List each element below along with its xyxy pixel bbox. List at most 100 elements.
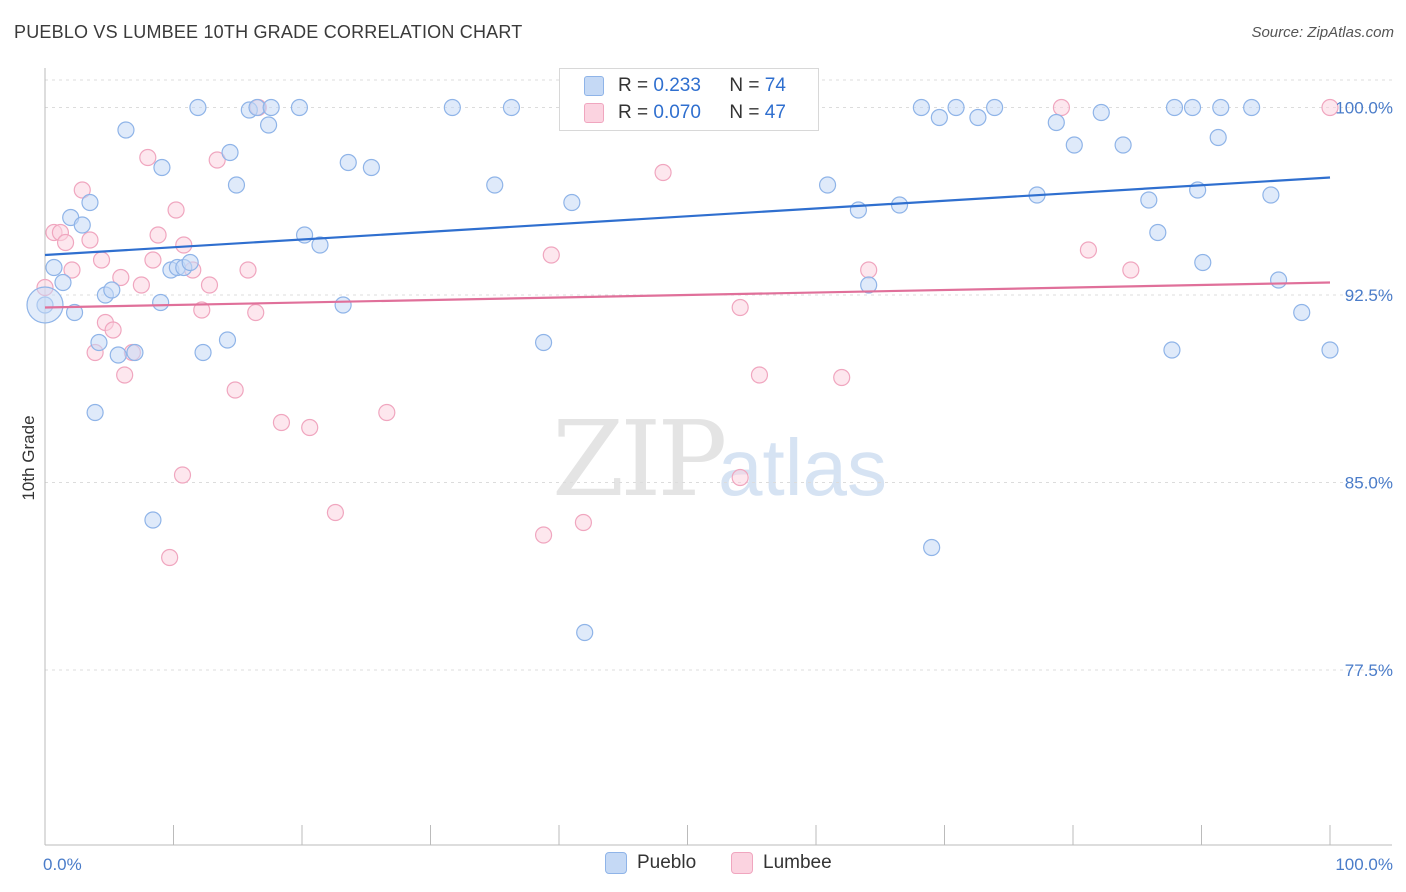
lumbee-point [542,246,560,264]
lumbee-point [63,261,81,279]
pueblo-point [81,193,99,212]
pueblo-point [90,333,108,352]
lumbee-point [193,301,211,319]
pueblo-point [109,346,127,364]
lumbee-point [247,303,265,322]
y-tick-label: 77.5% [1345,661,1393,680]
pueblo-point [502,98,521,117]
pueblo-point [443,98,461,117]
r-label: R = [618,75,649,96]
pueblo-point [1212,98,1230,117]
lumbee-point [860,261,878,279]
pueblo-point [486,176,504,194]
lumbee-point [132,276,150,294]
lumbee-point [1321,98,1339,117]
lumbee-point [144,251,162,269]
lumbee-point [116,366,134,384]
lumbee-point [534,526,553,544]
legend-row-pueblo: R = 0.233 N = 74 [584,73,786,99]
lumbee-point [56,233,75,252]
pueblo-point [218,331,237,349]
pueblo-point [563,193,581,212]
lumbee-swatch [584,103,604,123]
pueblo-point [144,511,162,529]
y-tick-label: 100.0% [1335,99,1393,118]
watermark-zip: ZIP [552,398,727,520]
pueblo-swatch [584,76,604,96]
lumbee-point [200,276,219,294]
lumbee-point [173,466,192,484]
y-tick-label: 92.5% [1345,286,1393,305]
lumbee-point [81,231,99,249]
pueblo-point [259,116,278,134]
pueblo-point [153,158,171,177]
lumbee-legend-label: Lumbee [763,852,832,873]
lumbee-point [1079,241,1098,259]
lumbee-point [167,201,185,219]
pueblo-point [65,303,84,322]
pueblo-point [1149,223,1167,242]
lumbee-points [36,98,1339,567]
pueblo-point [362,158,380,177]
legend-item-lumbee[interactable]: Lumbee [731,852,832,874]
x-tick-label: 100.0% [1335,855,1393,874]
pueblo-point [221,143,239,162]
pueblo-legend-label: Pueblo [637,852,697,873]
pueblo-point [152,293,170,312]
lumbee-point [149,226,167,244]
pueblo-point [1065,136,1083,154]
pueblo-point [1243,98,1261,117]
lumbee-point [208,151,226,169]
pueblo-point [1209,128,1227,147]
chart-title: PUEBLO VS LUMBEE 10TH GRADE CORRELATION … [14,22,523,42]
pueblo-point [73,216,91,234]
lumbee-point [654,163,672,182]
pueblo-point [1183,98,1202,117]
x-tick-label: 0.0% [43,855,82,874]
pueblo-point [262,98,280,117]
lumbee-trend-line [44,281,1331,309]
lumbee-point [272,413,291,432]
pueblo-point [534,333,553,352]
pueblo-point [1321,341,1339,359]
pueblo-point [1269,271,1288,289]
pueblo-point [1092,103,1110,122]
lumbee-point [833,368,851,387]
pueblo-point [576,623,594,642]
pueblo-point [311,236,329,254]
pueblo-point [1165,98,1184,117]
pueblo-point [1293,303,1311,322]
pueblo-point [194,343,212,362]
lumbee-point [1052,98,1071,117]
pueblo-points [26,98,1339,642]
pueblo-point [227,176,246,194]
pueblo-point [860,276,878,294]
legend-item-pueblo[interactable]: Pueblo [605,852,696,874]
pueblo-point [290,98,309,117]
lumbee-point [112,268,130,287]
pueblo-legend-swatch [605,852,627,874]
pueblo-point [1163,341,1181,359]
pueblo-point [181,253,199,272]
y-axis-title: 10th Grade [19,415,38,500]
lumbee-point [175,236,193,254]
r-value: 0.233 [653,75,701,96]
y-tick-label: 85.0% [1345,474,1393,493]
lumbee-point [731,298,749,317]
trend-lines [44,176,1331,309]
lumbee-point [1122,261,1140,279]
legend-row-lumbee: R = 0.070 N = 47 [584,100,786,126]
lumbee-legend-swatch [731,852,753,874]
pueblo-point [54,273,72,292]
lumbee-point [731,468,749,487]
pueblo-point [986,98,1004,117]
lumbee-point [301,418,319,437]
pueblo-point [1140,191,1158,209]
n-value: 47 [764,102,786,123]
pueblo-point [1114,136,1132,154]
lumbee-point [161,548,179,567]
grid-lines [45,79,1392,671]
pueblo-point [189,98,207,117]
lumbee-point [326,503,345,522]
